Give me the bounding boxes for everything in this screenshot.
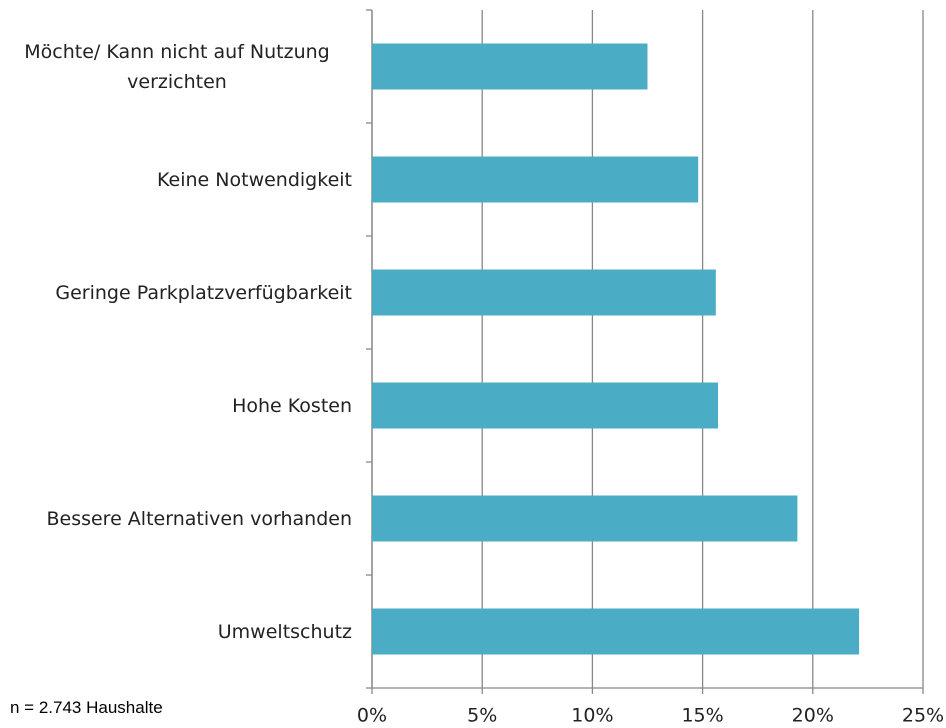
footnote: n = 2.743 Haushalte bbox=[10, 698, 163, 717]
y-tick-label: Hohe Kosten bbox=[232, 394, 352, 417]
y-tick-label-box: Keine Notwendigkeit bbox=[0, 140, 352, 220]
y-tick-label: Möchte/ Kann nicht auf Nutzung verzichte… bbox=[24, 40, 330, 93]
bar bbox=[372, 608, 860, 655]
y-tick-label: Geringe Parkplatzverfügbarkeit bbox=[55, 281, 352, 304]
y-tick-label-box: Möchte/ Kann nicht auf Nutzung verzichte… bbox=[0, 27, 352, 107]
x-tick-label: 10% bbox=[571, 705, 613, 727]
bar bbox=[372, 269, 716, 316]
bar bbox=[372, 43, 648, 90]
x-tick-label: 25% bbox=[902, 705, 944, 727]
y-tick-label-box: Geringe Parkplatzverfügbarkeit bbox=[0, 253, 352, 333]
y-tick-label-box: Bessere Alternativen vorhanden bbox=[0, 479, 352, 559]
x-tick-label: 0% bbox=[357, 705, 387, 727]
y-tick-label-box: Hohe Kosten bbox=[0, 366, 352, 446]
bar bbox=[372, 382, 719, 429]
y-tick-label: Keine Notwendigkeit bbox=[157, 168, 352, 191]
bar bbox=[372, 156, 699, 203]
x-tick-label: 15% bbox=[681, 705, 723, 727]
y-tick-label-box: Umweltschutz bbox=[0, 592, 352, 672]
x-tick-label: 20% bbox=[792, 705, 834, 727]
x-tick-label: 5% bbox=[467, 705, 497, 727]
y-tick-label: Umweltschutz bbox=[217, 620, 352, 643]
bar bbox=[372, 495, 798, 542]
y-tick-label: Bessere Alternativen vorhanden bbox=[46, 507, 352, 530]
